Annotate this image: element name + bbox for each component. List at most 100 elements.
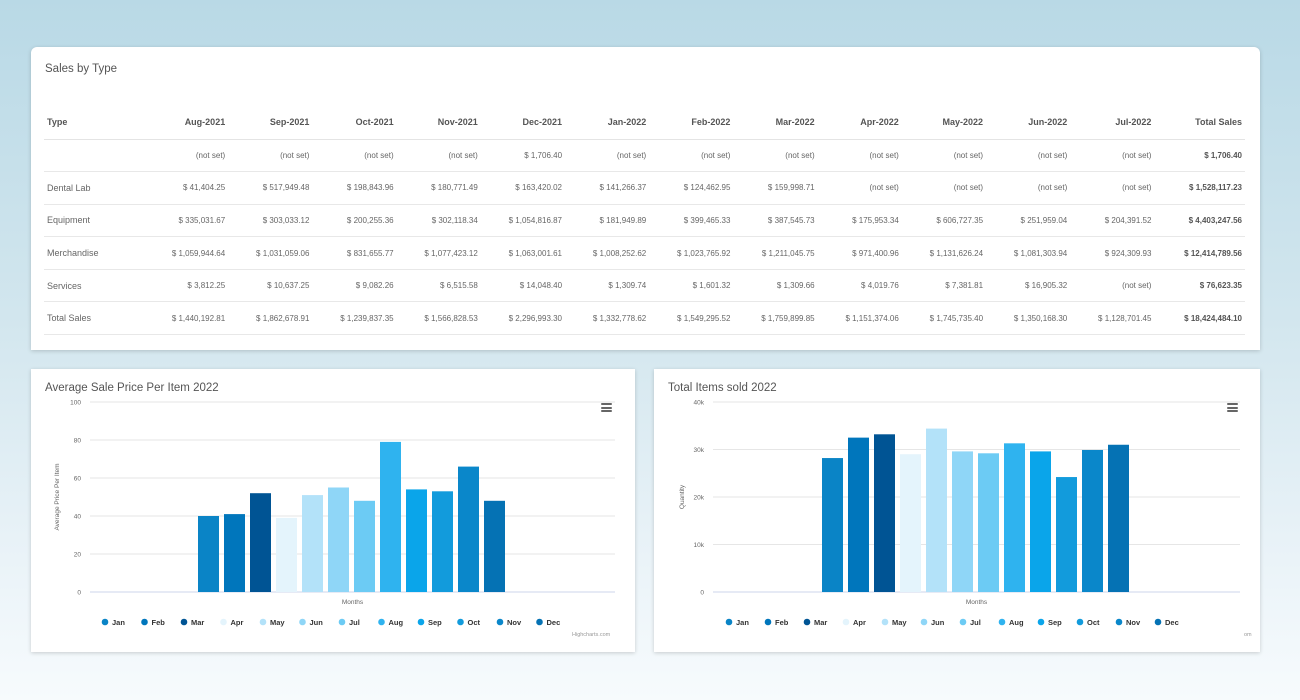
legend-label[interactable]: Oct xyxy=(468,618,481,627)
legend-label[interactable]: Jun xyxy=(310,618,324,627)
chart-menu-icon[interactable] xyxy=(601,403,612,412)
table-cell: $ 180,771.49 xyxy=(396,171,481,205)
legend-marker xyxy=(1076,618,1084,626)
table-cell: $ 517,949.48 xyxy=(228,171,313,205)
table-cell: $ 1,211,045.75 xyxy=(733,236,818,270)
legend-label[interactable]: Nov xyxy=(507,618,522,627)
legend-label[interactable]: Feb xyxy=(152,618,166,627)
legend-label[interactable]: Jun xyxy=(931,618,945,627)
table-cell: $ 1,081,303.94 xyxy=(986,236,1071,270)
column-header[interactable]: Mar-2022 xyxy=(733,105,818,140)
table-cell: $ 4,403,247.56 xyxy=(1154,204,1245,238)
legend-label[interactable]: Mar xyxy=(191,618,204,627)
legend-label[interactable]: Jul xyxy=(970,618,981,627)
table-cell: $ 4,019.76 xyxy=(817,269,902,303)
legend-marker xyxy=(299,618,306,626)
table-cell: $ 175,953.34 xyxy=(817,204,902,238)
table-cell: (not set) xyxy=(817,139,902,173)
avg-price-chart-card: Average Sale Price Per Item 2022 0 20 40 60… xyxy=(31,369,635,652)
legend-label[interactable]: Nov xyxy=(1126,618,1141,627)
column-header[interactable]: Feb-2022 xyxy=(649,105,734,140)
column-header[interactable]: Sep-2021 xyxy=(228,105,313,140)
bar-sep xyxy=(1030,451,1051,592)
table-cell: $ 198,843.96 xyxy=(312,171,397,205)
legend-label[interactable]: May xyxy=(270,618,285,627)
bar-oct xyxy=(1056,477,1077,592)
table-cell: $ 6,515.58 xyxy=(396,269,481,303)
legend-label[interactable]: Jan xyxy=(112,618,125,627)
bar-may xyxy=(302,495,323,592)
legend-label[interactable]: Sep xyxy=(428,618,442,627)
table-cell: $ 1,862,678.91 xyxy=(228,301,313,336)
y-tick-label: 30k xyxy=(694,447,705,454)
highcharts-credit-partial[interactable]: om xyxy=(1244,632,1252,638)
column-header[interactable]: Jan-2022 xyxy=(565,105,650,140)
column-header[interactable]: Nov-2021 xyxy=(396,105,481,140)
row-type-label: Total Sales xyxy=(44,301,144,336)
table-cell: $ 399,465.33 xyxy=(649,204,734,238)
table-cell: $ 1,549,295.52 xyxy=(649,301,734,336)
legend-label[interactable]: Jul xyxy=(349,618,360,627)
legend-label[interactable]: Dec xyxy=(547,618,561,627)
legend-marker xyxy=(536,618,543,626)
bar-apr xyxy=(276,517,297,592)
table-cell: $ 1,706.40 xyxy=(480,139,566,173)
table-cell: $ 1,131,626.24 xyxy=(901,236,987,270)
bar-jul xyxy=(354,500,375,592)
bar-may xyxy=(926,428,947,592)
legend-label[interactable]: Aug xyxy=(389,618,404,627)
table-cell: $ 181,949.89 xyxy=(565,204,650,238)
legend-label[interactable]: Apr xyxy=(231,618,244,627)
bar-jul xyxy=(978,453,999,592)
legend-label[interactable]: Mar xyxy=(814,618,827,627)
y-tick-label: 100 xyxy=(70,400,81,407)
table-cell: $ 1,601.32 xyxy=(649,269,734,303)
column-header[interactable]: Aug-2021 xyxy=(144,105,229,140)
legend-label[interactable]: Sep xyxy=(1048,618,1062,627)
legend-label[interactable]: May xyxy=(892,618,907,627)
legend-label[interactable]: Oct xyxy=(1087,618,1100,627)
legend-marker xyxy=(803,618,811,626)
table-cell: $ 159,998.71 xyxy=(733,171,818,205)
column-header[interactable]: May-2022 xyxy=(901,105,987,140)
table-cell: $ 200,255.36 xyxy=(312,204,397,238)
table-cell: (not set) xyxy=(901,171,987,205)
row-type-label: Dental Lab xyxy=(44,171,144,205)
table-cell: (not set) xyxy=(901,139,987,173)
column-header[interactable]: Total Sales xyxy=(1154,105,1245,140)
table-row: Equipment $ 335,031.67 $ 303,033.12 $ 200,2… xyxy=(44,204,1245,238)
legend-label[interactable]: Dec xyxy=(1165,618,1179,627)
table-cell: $ 14,048.40 xyxy=(480,269,566,303)
table-cell: (not set) xyxy=(228,139,313,173)
highcharts-credit[interactable]: Highcharts.com xyxy=(572,632,611,638)
x-axis-title: Months xyxy=(342,599,364,606)
table-cell: $ 76,623.35 xyxy=(1154,269,1245,303)
table-cell: $ 1,059,944.64 xyxy=(144,236,229,270)
table-cell: $ 1,706.40 xyxy=(1154,139,1245,173)
legend-label[interactable]: Jan xyxy=(736,618,749,627)
column-header[interactable]: Dec-2021 xyxy=(480,105,566,140)
bar-jun xyxy=(328,487,349,592)
table-cell: $ 1,008,252.62 xyxy=(565,236,650,270)
column-header[interactable]: Jun-2022 xyxy=(986,105,1071,140)
table-row: Total Sales $ 1,440,192.81 $ 1,862,678.91 $… xyxy=(44,301,1245,336)
table-cell: $ 1,759,899.85 xyxy=(733,301,818,336)
table-cell: (not set) xyxy=(986,171,1071,205)
table-cell: $ 251,959.04 xyxy=(986,204,1071,238)
legend-label[interactable]: Aug xyxy=(1009,618,1024,627)
column-header[interactable]: Type xyxy=(44,105,144,140)
column-header[interactable]: Jul-2022 xyxy=(1070,105,1155,140)
bar-feb xyxy=(848,437,869,592)
table-cell: $ 16,905.32 xyxy=(986,269,1071,303)
column-header[interactable]: Apr-2022 xyxy=(817,105,902,140)
legend-label[interactable]: Apr xyxy=(853,618,866,627)
legend-label[interactable]: Feb xyxy=(775,618,789,627)
table-cell: (not set) xyxy=(817,171,902,205)
table-cell: $ 7,381.81 xyxy=(901,269,987,303)
legend-marker xyxy=(998,618,1006,626)
chart-menu-icon[interactable] xyxy=(1227,403,1238,412)
y-axis-title: Quantity xyxy=(679,484,686,509)
bar-sep xyxy=(406,489,427,592)
column-header[interactable]: Oct-2021 xyxy=(312,105,397,140)
